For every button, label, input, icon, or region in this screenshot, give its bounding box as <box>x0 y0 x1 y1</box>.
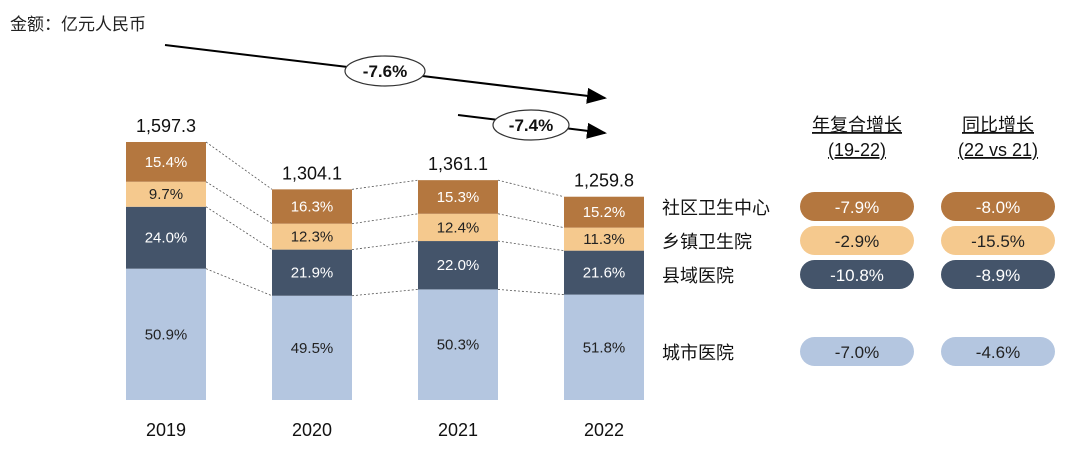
cagr-bubble <box>492 109 570 141</box>
segment-label: 15.4% <box>145 154 188 171</box>
growth-pill <box>800 226 914 255</box>
connector-line <box>497 179 565 198</box>
bar-segment <box>272 295 352 400</box>
total-label: 1,361.1 <box>428 154 488 174</box>
bar-segment <box>418 289 498 400</box>
bar-segment <box>418 180 498 214</box>
bar-segment <box>418 241 498 290</box>
growth-value: -8.0% <box>976 198 1020 217</box>
table-header: 同比增长 <box>962 115 1034 135</box>
segment-label: 21.6% <box>583 265 626 282</box>
x-tick-label: 2019 <box>146 420 186 440</box>
bar-segment <box>564 227 644 251</box>
segment-label: 15.2% <box>583 204 626 221</box>
bar-segment <box>126 206 206 269</box>
connector-line <box>205 181 273 225</box>
connector-line <box>351 213 419 225</box>
bar-segment <box>564 250 644 295</box>
row-label: 城市医院 <box>662 343 734 363</box>
row-label: 社区卫生中心 <box>662 198 770 218</box>
segment-label: 49.5% <box>291 340 334 357</box>
connector-line <box>205 206 273 250</box>
table-header-sub: (19-22) <box>828 140 886 160</box>
segment-label: 12.3% <box>291 229 334 246</box>
connector-line <box>497 240 565 252</box>
growth-value: -8.9% <box>976 266 1020 285</box>
table-header: 年复合增长 <box>812 115 902 135</box>
bar-segment <box>564 196 644 228</box>
total-label: 1,304.1 <box>282 163 342 183</box>
segment-label: 9.7% <box>149 186 183 203</box>
row-label: 县域医院 <box>662 266 734 286</box>
segment-label: 24.0% <box>145 230 188 247</box>
bar-segment <box>272 189 352 224</box>
cagr-label: -7.6% <box>363 62 407 81</box>
connector-line <box>205 268 273 297</box>
bar-segment <box>126 181 206 207</box>
growth-value: -7.9% <box>835 198 879 217</box>
growth-pill <box>941 337 1055 366</box>
segment-label: 21.9% <box>291 265 334 282</box>
connector-line <box>351 289 419 297</box>
total-label: 1,259.8 <box>574 171 634 191</box>
growth-value: -10.8% <box>830 266 884 285</box>
segment-label: 50.3% <box>437 337 480 354</box>
bar-segment <box>418 213 498 242</box>
total-label: 1,597.3 <box>136 116 196 136</box>
growth-value: -7.0% <box>835 343 879 362</box>
growth-value: -4.6% <box>976 343 1020 362</box>
bar-segment <box>272 223 352 250</box>
x-tick-label: 2022 <box>584 420 624 440</box>
connector-line <box>497 213 565 229</box>
segment-label: 12.4% <box>437 219 480 236</box>
connector-line <box>205 141 273 190</box>
segment-label: 51.8% <box>583 339 626 356</box>
bar-segment <box>564 294 644 400</box>
bar-segment <box>126 268 206 400</box>
bar-segment <box>272 249 352 296</box>
table-header-sub: (22 vs 21) <box>958 140 1038 160</box>
segment-label: 11.3% <box>583 231 624 248</box>
bar-segment <box>126 142 206 182</box>
growth-pill <box>800 192 914 221</box>
segment-label: 50.9% <box>145 326 188 343</box>
unit-label: 金额：亿元人民币 <box>10 15 146 34</box>
growth-pill <box>941 260 1055 289</box>
x-tick-label: 2020 <box>292 420 332 440</box>
connector-line <box>351 240 419 250</box>
segment-label: 16.3% <box>291 199 334 216</box>
cagr-bubble <box>344 55 426 87</box>
growth-pill <box>941 226 1055 255</box>
growth-pill <box>800 260 914 289</box>
growth-value: -2.9% <box>835 232 879 251</box>
row-label: 乡镇卫生院 <box>662 232 752 252</box>
x-tick-label: 2021 <box>438 420 478 440</box>
growth-value: -15.5% <box>971 232 1025 251</box>
growth-pill <box>800 337 914 366</box>
connector-line <box>351 179 419 190</box>
segment-label: 22.0% <box>437 257 480 274</box>
growth-pill <box>941 192 1055 221</box>
segment-label: 15.3% <box>437 189 480 206</box>
cagr-label: -7.4% <box>509 116 553 135</box>
connector-line <box>497 289 565 295</box>
